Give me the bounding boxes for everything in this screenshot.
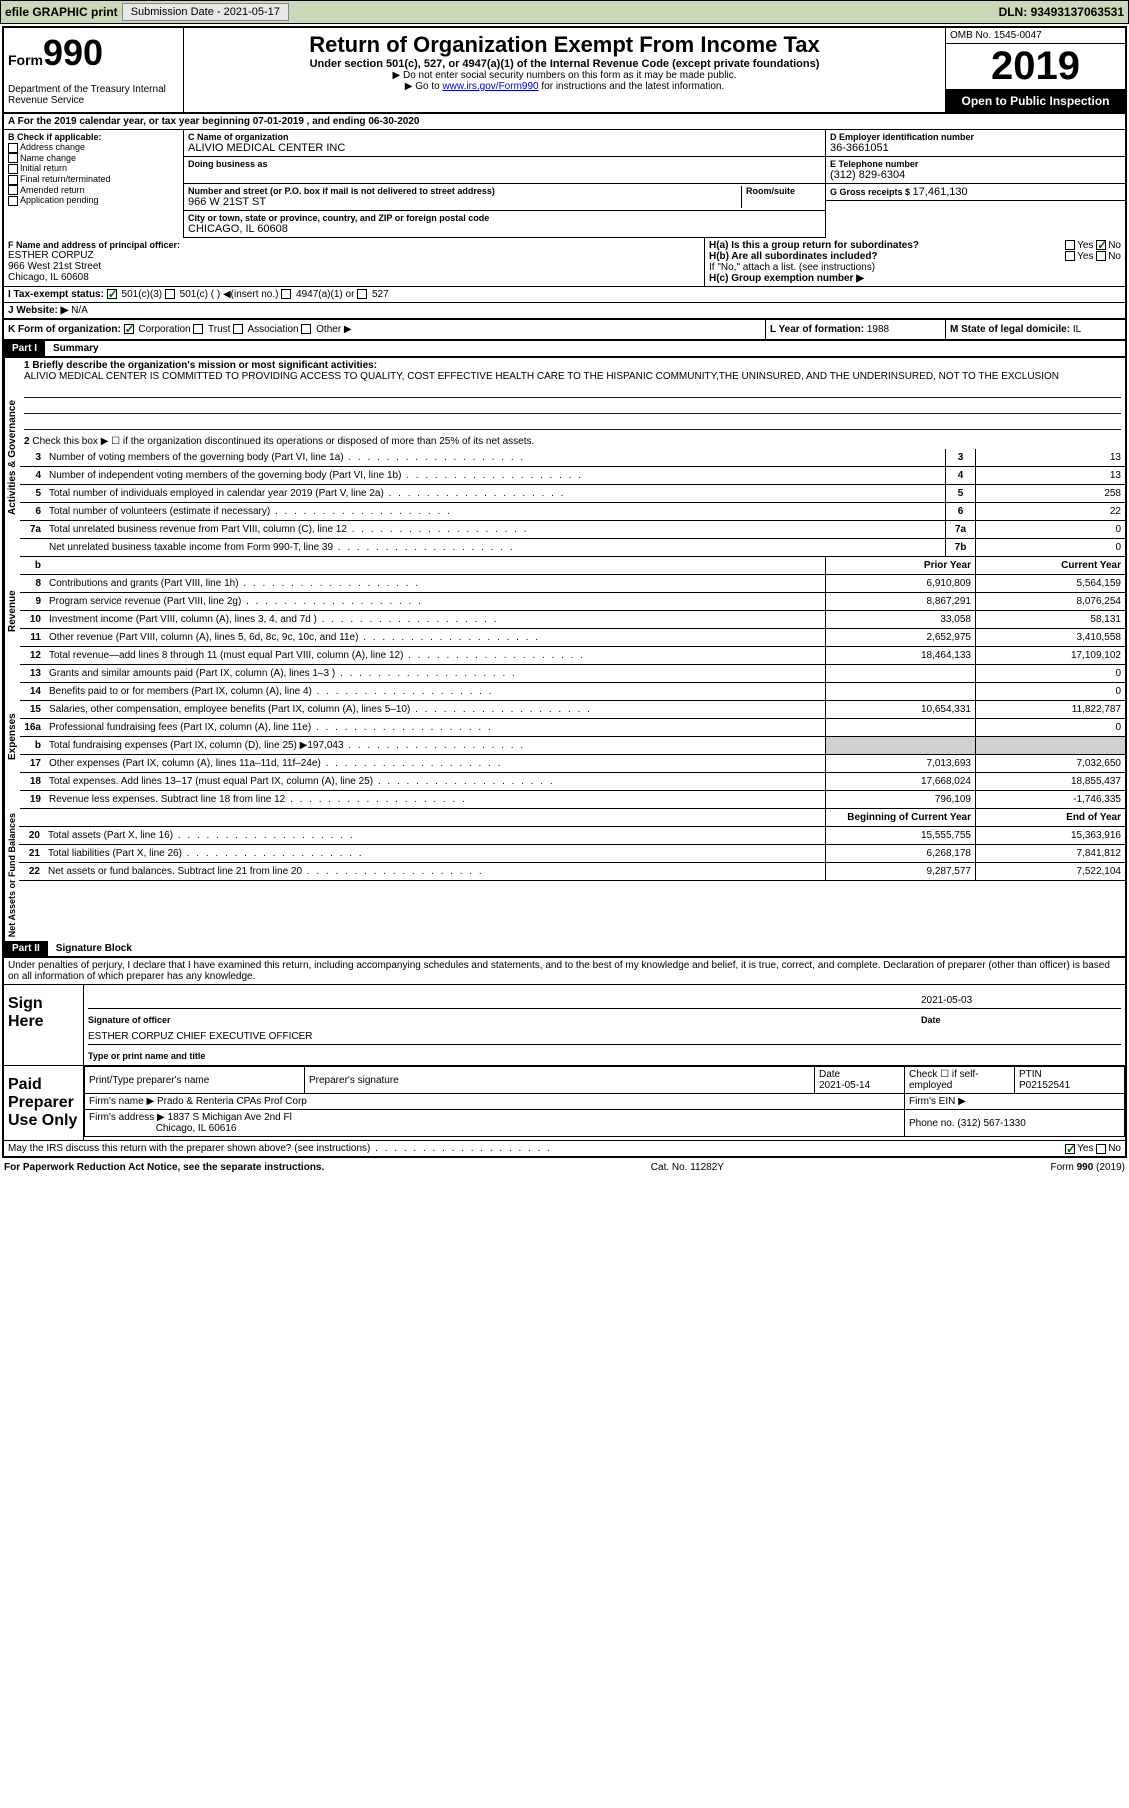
part2-header: Part IISignature Block (4, 941, 1125, 958)
box-b: B Check if applicable: Address change Na… (4, 130, 184, 238)
mission-text: ALIVIO MEDICAL CENTER IS COMMITTED TO PR… (24, 371, 1121, 382)
line-7a: 7a Total unrelated business revenue from… (20, 521, 1125, 539)
form-990-page: Form990 Department of the Treasury Inter… (2, 26, 1127, 1158)
paid-preparer-block: Paid Preparer Use Only Print/Type prepar… (4, 1066, 1125, 1140)
preparer-date: 2021-05-14 (819, 1080, 870, 1091)
opt-name-change: Name change (8, 153, 179, 164)
box-c: C Name of organization ALIVIO MEDICAL CE… (184, 130, 825, 238)
page-footer: For Paperwork Reduction Act Notice, see … (0, 1160, 1129, 1175)
line-18: 18 Total expenses. Add lines 13–17 (must… (20, 773, 1125, 791)
box-f: F Name and address of principal officer:… (4, 238, 705, 286)
firm-name: Prado & Renteria CPAs Prof Corp (157, 1096, 307, 1107)
line-10: 10 Investment income (Part VIII, column … (20, 611, 1125, 629)
line-6: 6 Total number of volunteers (estimate i… (20, 503, 1125, 521)
line-b: b Total fundraising expenses (Part IX, c… (20, 737, 1125, 755)
line-a-taxyear: A For the 2019 calendar year, or tax yea… (4, 114, 1125, 130)
opt-final-return: Final return/terminated (8, 174, 179, 185)
preparer-table: Print/Type preparer's name Preparer's si… (84, 1066, 1125, 1137)
line-9: 9 Program service revenue (Part VIII, li… (20, 593, 1125, 611)
box-h: H(a) Is this a group return for subordin… (705, 238, 1125, 286)
telephone: (312) 829-6304 (830, 169, 1121, 181)
header-center: Return of Organization Exempt From Incom… (184, 28, 945, 112)
firm-addr2: Chicago, IL 60616 (156, 1123, 237, 1134)
efile-label: efile GRAPHIC print (5, 5, 118, 19)
form-subtitle: Under section 501(c), 527, or 4947(a)(1)… (188, 58, 941, 70)
dln: DLN: 93493137063531 (999, 5, 1124, 19)
line-5: 5 Total number of individuals employed i… (20, 485, 1125, 503)
irs-link[interactable]: www.irs.gov/Form990 (442, 81, 538, 92)
org-name: ALIVIO MEDICAL CENTER INC (188, 142, 821, 154)
form-number: 990 (43, 32, 103, 73)
instruct-2: ▶ Go to www.irs.gov/Form990 for instruct… (188, 81, 941, 92)
header-left: Form990 Department of the Treasury Inter… (4, 28, 184, 112)
org-city: CHICAGO, IL 60608 (188, 223, 821, 235)
opt-application-pending: Application pending (8, 195, 179, 206)
box-l: L Year of formation: 1988 (765, 320, 945, 339)
omb-number: OMB No. 1545-0047 (946, 28, 1125, 44)
line-3: 3 Number of voting members of the govern… (20, 449, 1125, 467)
form-label: Form (8, 52, 43, 68)
form-title: Return of Organization Exempt From Incom… (188, 32, 941, 58)
box-k: K Form of organization: Corporation Trus… (4, 320, 765, 339)
header-right: OMB No. 1545-0047 2019 Open to Public In… (945, 28, 1125, 112)
part1-netassets: Net Assets or Fund Balances Beginning of… (4, 809, 1125, 941)
open-to-public: Open to Public Inspection (946, 90, 1125, 112)
penalty-statement: Under penalties of perjury, I declare th… (4, 958, 1125, 984)
discuss-row: May the IRS discuss this return with the… (4, 1140, 1125, 1156)
ein: 36-3661051 (830, 142, 1121, 154)
line-15: 15 Salaries, other compensation, employe… (20, 701, 1125, 719)
instruct-1: ▶ Do not enter social security numbers o… (188, 70, 941, 81)
line-22: 22 Net assets or fund balances. Subtract… (19, 863, 1125, 881)
gross-receipts: 17,461,130 (913, 186, 968, 198)
officer-name: ESTHER CORPUZ (8, 250, 700, 261)
sig-date: 2021-05-03 (921, 995, 1121, 1009)
box-d-e-g: D Employer identification number 36-3661… (825, 130, 1125, 238)
tax-year: 2019 (946, 44, 1125, 90)
firm-addr1: 1837 S Michigan Ave 2nd Fl (168, 1112, 292, 1123)
box-m: M State of legal domicile: IL (945, 320, 1125, 339)
line-11: 11 Other revenue (Part VIII, column (A),… (20, 629, 1125, 647)
sign-here-block: Sign Here Signature of officer 2021-05-0… (4, 984, 1125, 1066)
line-12: 12 Total revenue—add lines 8 through 11 … (20, 647, 1125, 665)
part1-header: Part ISummary (4, 341, 1125, 358)
section-b-to-g: B Check if applicable: Address change Na… (4, 130, 1125, 238)
opt-address-change: Address change (8, 142, 179, 153)
ptin: P02152541 (1019, 1080, 1070, 1091)
org-address: 966 W 21ST ST (188, 196, 741, 208)
line-19: 19 Revenue less expenses. Subtract line … (20, 791, 1125, 809)
officer-signature-name: ESTHER CORPUZ CHIEF EXECUTIVE OFFICER (88, 1031, 1121, 1045)
line-21: 21 Total liabilities (Part X, line 26) 6… (19, 845, 1125, 863)
line-20: 20 Total assets (Part X, line 16) 15,555… (19, 827, 1125, 845)
box-j: J Website: ▶ N/A (4, 303, 1125, 318)
top-bar: efile GRAPHIC print Submission Date - 20… (0, 0, 1129, 24)
line-14: 14 Benefits paid to or for members (Part… (20, 683, 1125, 701)
line-4: 4 Number of independent voting members o… (20, 467, 1125, 485)
box-i: I Tax-exempt status: 501(c)(3) 501(c) ( … (4, 287, 1125, 302)
line-16a: 16a Professional fundraising fees (Part … (20, 719, 1125, 737)
line-7b: Net unrelated business taxable income fr… (20, 539, 1125, 557)
department: Department of the Treasury Internal Reve… (8, 84, 179, 106)
line-17: 17 Other expenses (Part IX, column (A), … (20, 755, 1125, 773)
part1-governance: Activities & Governance 1 Briefly descri… (4, 358, 1125, 557)
part1-expenses: Expenses 13 Grants and similar amounts p… (4, 665, 1125, 809)
form-header: Form990 Department of the Treasury Inter… (4, 28, 1125, 114)
submission-date-button[interactable]: Submission Date - 2021-05-17 (122, 3, 289, 21)
firm-phone: (312) 567-1330 (957, 1118, 1025, 1129)
opt-initial-return: Initial return (8, 163, 179, 174)
part1-revenue: Revenue b Prior Year Current Year 8 Cont… (4, 557, 1125, 665)
line-13: 13 Grants and similar amounts paid (Part… (20, 665, 1125, 683)
line-8: 8 Contributions and grants (Part VIII, l… (20, 575, 1125, 593)
opt-amended-return: Amended return (8, 185, 179, 196)
